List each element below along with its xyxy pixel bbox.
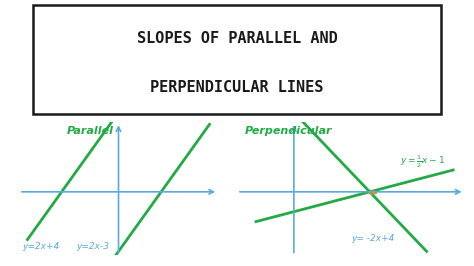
Text: y=2x+4: y=2x+4 bbox=[22, 242, 59, 251]
Text: Perpendicular: Perpendicular bbox=[245, 126, 332, 136]
Text: $y=\frac{1}{2}x-1$: $y=\frac{1}{2}x-1$ bbox=[400, 153, 445, 170]
Text: y=2x-3: y=2x-3 bbox=[76, 242, 109, 251]
Text: Parallel: Parallel bbox=[66, 126, 114, 136]
Text: SLOPES OF PARALLEL AND: SLOPES OF PARALLEL AND bbox=[137, 31, 337, 45]
Text: PERPENDICULAR LINES: PERPENDICULAR LINES bbox=[150, 80, 324, 95]
Text: y= -2x+4: y= -2x+4 bbox=[351, 234, 394, 243]
